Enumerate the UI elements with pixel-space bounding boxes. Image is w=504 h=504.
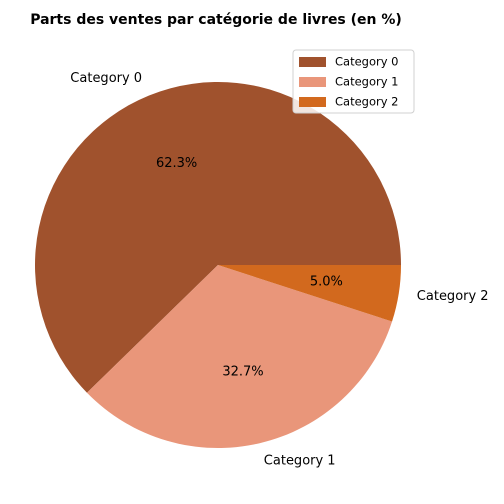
percent-label-category-2: 5.0% bbox=[310, 275, 343, 290]
pie-slice-category-1 bbox=[86, 265, 393, 448]
pie-labels: Category 0 62.3% Category 1 32.7% Category 2… bbox=[70, 71, 488, 469]
pie-slice-category-2 bbox=[218, 265, 401, 322]
legend-swatch-category-1 bbox=[299, 77, 326, 87]
pie-slice-category-0 bbox=[34, 81, 401, 393]
legend-label-category-2: Category 2 bbox=[335, 95, 399, 109]
legend: Category 0 Category 1 Category 2 bbox=[292, 49, 415, 114]
percent-label-category-1: 32.7% bbox=[222, 364, 263, 379]
legend-swatch-category-2 bbox=[299, 97, 326, 107]
percent-label-category-0: 62.3% bbox=[156, 156, 197, 171]
chart-title: Parts des ventes par catégorie de livres… bbox=[30, 12, 402, 28]
legend-swatch-category-0 bbox=[299, 57, 326, 67]
legend-label-category-0: Category 0 bbox=[335, 55, 399, 69]
pie-slices bbox=[34, 81, 401, 448]
slice-label-category-0: Category 0 bbox=[70, 71, 142, 86]
legend-label-category-1: Category 1 bbox=[335, 75, 399, 89]
slice-label-category-1: Category 1 bbox=[264, 454, 336, 469]
slice-label-category-2: Category 2 bbox=[417, 289, 489, 304]
